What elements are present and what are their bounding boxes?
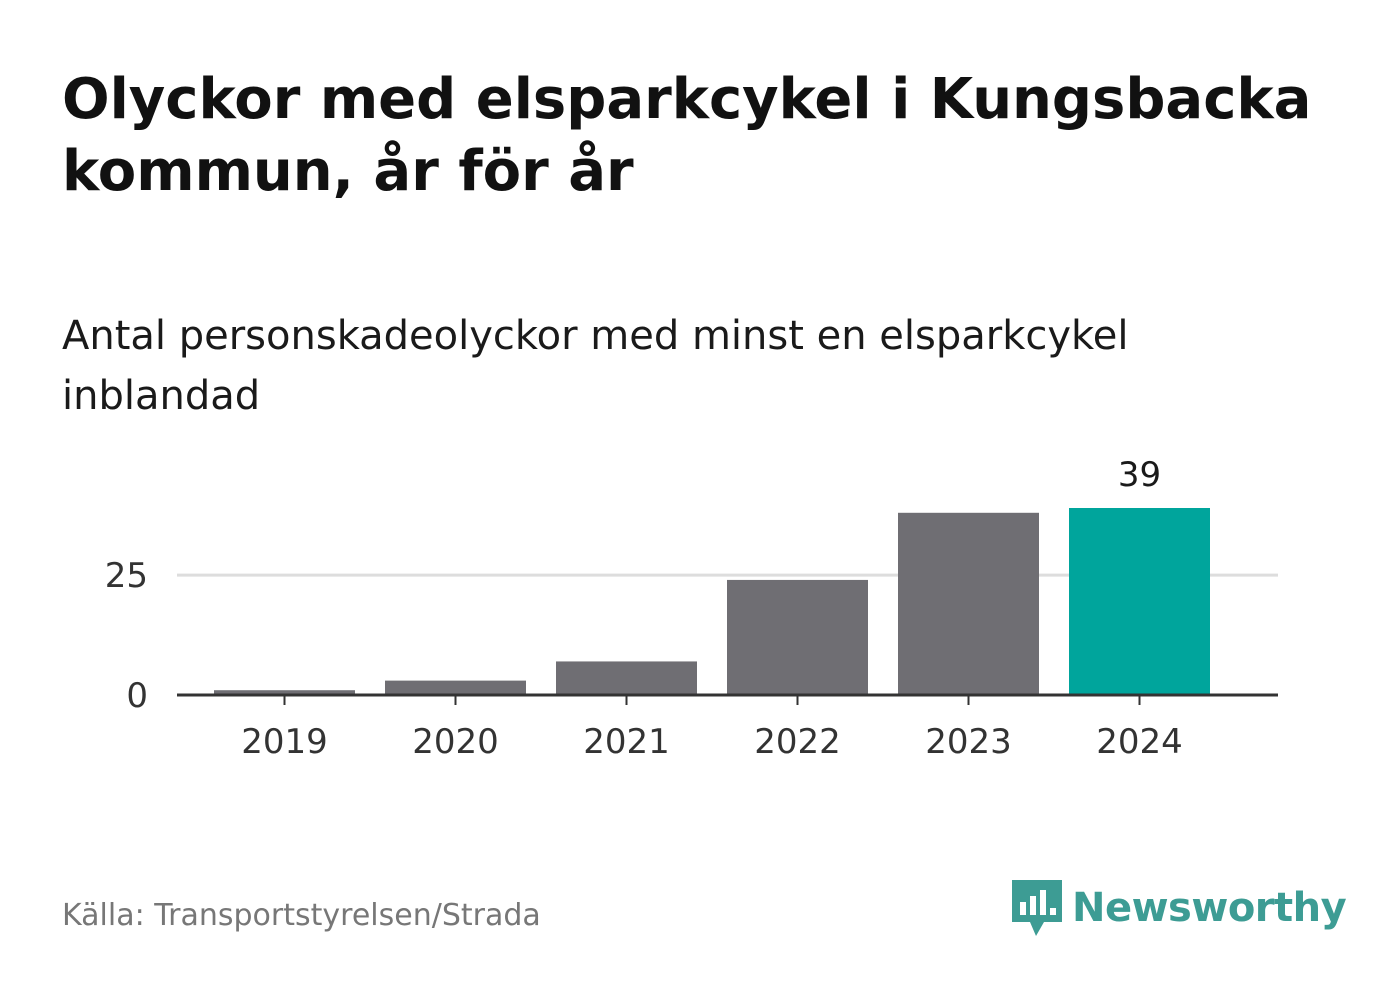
bar-2023 bbox=[898, 512, 1039, 695]
source-note: Källa: Transportstyrelsen/Strada bbox=[62, 898, 541, 933]
bar-chart: 0 25 2019 2020 2021 2022 2023 2024 39 bbox=[105, 455, 1278, 762]
x-tick-label-2022: 2022 bbox=[754, 722, 841, 762]
bar-2021 bbox=[556, 661, 697, 695]
bar-2024 bbox=[1069, 508, 1210, 695]
labels: 0 25 2019 2020 2021 2022 2023 2024 39 bbox=[105, 455, 1183, 762]
brand-logo: Newsworthy bbox=[1010, 878, 1347, 938]
bar-chart-speech-bubble-icon bbox=[1012, 880, 1062, 936]
y-tick-label-25: 25 bbox=[105, 556, 148, 596]
axes bbox=[177, 693, 1278, 705]
x-tick-label-2021: 2021 bbox=[583, 722, 670, 762]
x-tick-label-2020: 2020 bbox=[412, 722, 499, 762]
bars bbox=[214, 508, 1210, 695]
chart-title: Olyckor med elsparkcykel i Kungsbacka ko… bbox=[62, 67, 1312, 204]
data-label-2024: 39 bbox=[1118, 455, 1161, 495]
bar-2022 bbox=[727, 579, 868, 695]
chart-subtitle: Antal personskadeolyckor med minst en el… bbox=[62, 313, 1129, 419]
bar-2019 bbox=[214, 690, 355, 695]
y-tick-label-0: 0 bbox=[126, 676, 148, 716]
brand-name: Newsworthy bbox=[1072, 885, 1347, 931]
x-tick-label-2024: 2024 bbox=[1096, 722, 1183, 762]
x-tick-label-2023: 2023 bbox=[925, 722, 1012, 762]
bar-2020 bbox=[385, 680, 526, 695]
x-tick-label-2019: 2019 bbox=[241, 722, 328, 762]
